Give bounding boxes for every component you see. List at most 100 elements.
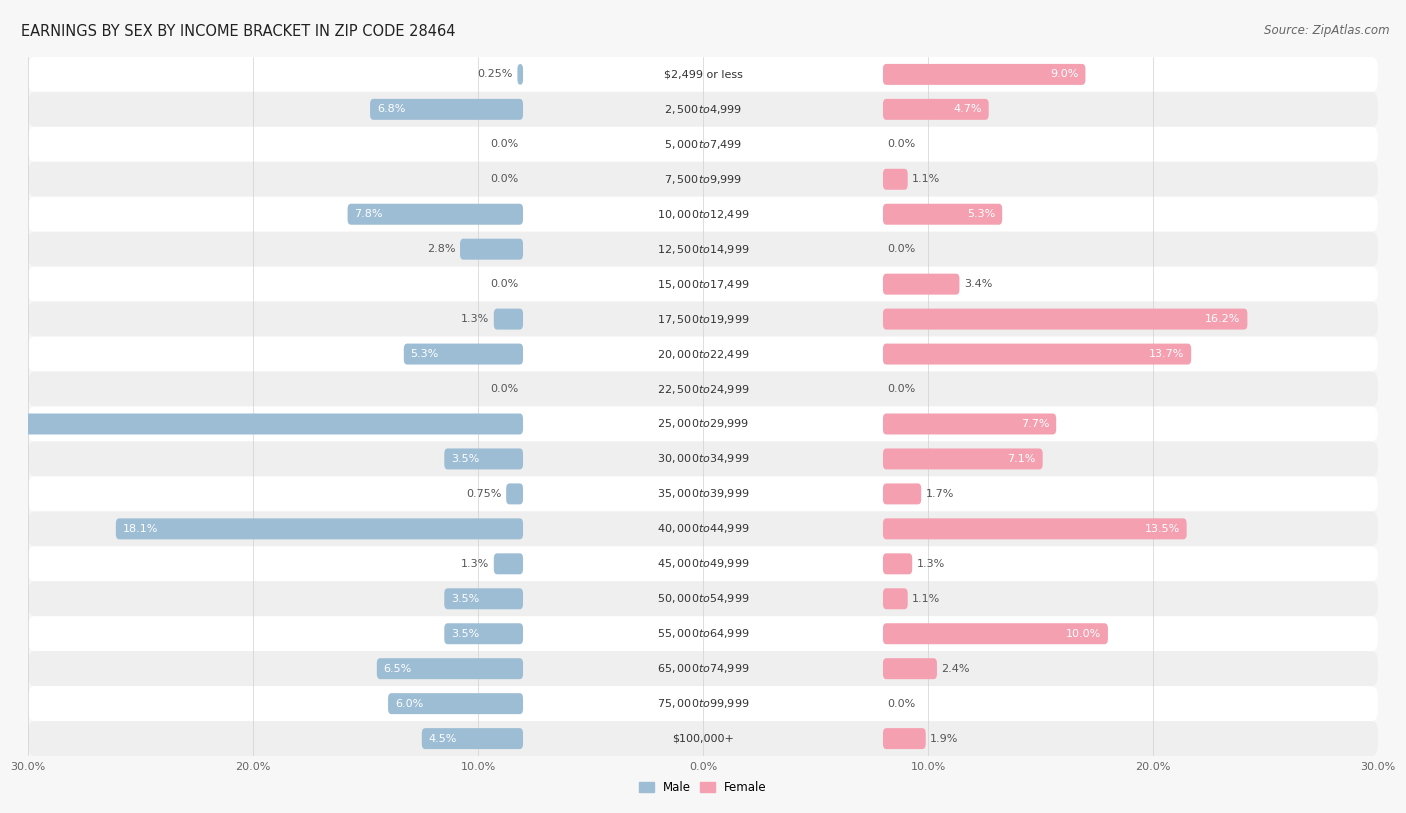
Text: $7,500 to $9,999: $7,500 to $9,999	[664, 173, 742, 185]
Text: 0.0%: 0.0%	[887, 698, 915, 709]
Text: 1.7%: 1.7%	[925, 489, 955, 499]
Text: $5,000 to $7,499: $5,000 to $7,499	[664, 138, 742, 150]
Text: 2.8%: 2.8%	[427, 244, 456, 254]
FancyBboxPatch shape	[28, 546, 1378, 581]
FancyBboxPatch shape	[883, 414, 1056, 434]
FancyBboxPatch shape	[506, 484, 523, 504]
Text: 5.3%: 5.3%	[967, 209, 995, 220]
Text: Source: ZipAtlas.com: Source: ZipAtlas.com	[1264, 24, 1389, 37]
Text: $30,000 to $34,999: $30,000 to $34,999	[657, 453, 749, 465]
Text: 0.0%: 0.0%	[887, 139, 915, 150]
FancyBboxPatch shape	[883, 64, 1085, 85]
FancyBboxPatch shape	[115, 519, 523, 539]
FancyBboxPatch shape	[404, 344, 523, 364]
Text: $45,000 to $49,999: $45,000 to $49,999	[657, 558, 749, 570]
FancyBboxPatch shape	[28, 302, 1378, 337]
Text: EARNINGS BY SEX BY INCOME BRACKET IN ZIP CODE 28464: EARNINGS BY SEX BY INCOME BRACKET IN ZIP…	[21, 24, 456, 39]
FancyBboxPatch shape	[444, 624, 523, 644]
Text: 3.5%: 3.5%	[451, 593, 479, 604]
FancyBboxPatch shape	[388, 693, 523, 714]
FancyBboxPatch shape	[883, 728, 925, 749]
FancyBboxPatch shape	[883, 99, 988, 120]
Text: 4.7%: 4.7%	[953, 104, 981, 115]
FancyBboxPatch shape	[0, 414, 523, 434]
Text: 1.3%: 1.3%	[461, 559, 489, 569]
Text: 3.5%: 3.5%	[451, 454, 479, 464]
Text: $17,500 to $19,999: $17,500 to $19,999	[657, 313, 749, 325]
Text: $50,000 to $54,999: $50,000 to $54,999	[657, 593, 749, 605]
Text: 7.1%: 7.1%	[1008, 454, 1036, 464]
Text: $35,000 to $39,999: $35,000 to $39,999	[657, 488, 749, 500]
Text: 1.3%: 1.3%	[461, 314, 489, 324]
FancyBboxPatch shape	[28, 197, 1378, 232]
FancyBboxPatch shape	[28, 581, 1378, 616]
Text: 3.4%: 3.4%	[965, 279, 993, 289]
FancyBboxPatch shape	[883, 484, 921, 504]
FancyBboxPatch shape	[28, 616, 1378, 651]
Text: 6.5%: 6.5%	[384, 663, 412, 674]
Text: 13.5%: 13.5%	[1144, 524, 1180, 534]
FancyBboxPatch shape	[444, 589, 523, 609]
FancyBboxPatch shape	[28, 127, 1378, 162]
FancyBboxPatch shape	[883, 449, 1043, 469]
FancyBboxPatch shape	[422, 728, 523, 749]
Text: 1.1%: 1.1%	[912, 174, 941, 185]
FancyBboxPatch shape	[28, 57, 1378, 92]
Text: $55,000 to $64,999: $55,000 to $64,999	[657, 628, 749, 640]
FancyBboxPatch shape	[494, 309, 523, 329]
FancyBboxPatch shape	[28, 232, 1378, 267]
FancyBboxPatch shape	[883, 274, 959, 294]
Text: 1.9%: 1.9%	[931, 733, 959, 744]
FancyBboxPatch shape	[883, 344, 1191, 364]
Text: 5.3%: 5.3%	[411, 349, 439, 359]
Text: 13.7%: 13.7%	[1149, 349, 1184, 359]
Text: $2,499 or less: $2,499 or less	[664, 69, 742, 80]
Text: $25,000 to $29,999: $25,000 to $29,999	[657, 418, 749, 430]
Legend: Male, Female: Male, Female	[634, 776, 772, 799]
FancyBboxPatch shape	[883, 624, 1108, 644]
Text: 1.3%: 1.3%	[917, 559, 945, 569]
FancyBboxPatch shape	[883, 309, 1247, 329]
Text: 18.1%: 18.1%	[122, 524, 157, 534]
FancyBboxPatch shape	[494, 554, 523, 574]
Text: 0.0%: 0.0%	[491, 139, 519, 150]
Text: 16.2%: 16.2%	[1205, 314, 1240, 324]
Text: 10.0%: 10.0%	[1066, 628, 1101, 639]
Text: 0.0%: 0.0%	[887, 384, 915, 394]
FancyBboxPatch shape	[28, 476, 1378, 511]
FancyBboxPatch shape	[28, 721, 1378, 756]
Text: 6.0%: 6.0%	[395, 698, 423, 709]
FancyBboxPatch shape	[517, 64, 523, 85]
Text: 1.1%: 1.1%	[912, 593, 941, 604]
Text: 7.8%: 7.8%	[354, 209, 382, 220]
Text: $22,500 to $24,999: $22,500 to $24,999	[657, 383, 749, 395]
FancyBboxPatch shape	[28, 337, 1378, 372]
FancyBboxPatch shape	[444, 449, 523, 469]
FancyBboxPatch shape	[28, 651, 1378, 686]
Text: 7.7%: 7.7%	[1021, 419, 1049, 429]
FancyBboxPatch shape	[28, 92, 1378, 127]
Text: 0.75%: 0.75%	[467, 489, 502, 499]
FancyBboxPatch shape	[883, 659, 936, 679]
Text: 0.0%: 0.0%	[491, 279, 519, 289]
Text: 0.0%: 0.0%	[887, 244, 915, 254]
Text: 2.4%: 2.4%	[942, 663, 970, 674]
Text: 0.0%: 0.0%	[491, 174, 519, 185]
Text: 0.25%: 0.25%	[478, 69, 513, 80]
Text: 6.8%: 6.8%	[377, 104, 405, 115]
FancyBboxPatch shape	[883, 204, 1002, 224]
Text: 0.0%: 0.0%	[491, 384, 519, 394]
FancyBboxPatch shape	[28, 372, 1378, 406]
FancyBboxPatch shape	[347, 204, 523, 224]
Text: 3.5%: 3.5%	[451, 628, 479, 639]
FancyBboxPatch shape	[28, 406, 1378, 441]
Text: $75,000 to $99,999: $75,000 to $99,999	[657, 698, 749, 710]
FancyBboxPatch shape	[883, 519, 1187, 539]
FancyBboxPatch shape	[28, 686, 1378, 721]
FancyBboxPatch shape	[460, 239, 523, 259]
Text: $12,500 to $14,999: $12,500 to $14,999	[657, 243, 749, 255]
FancyBboxPatch shape	[28, 162, 1378, 197]
Text: 9.0%: 9.0%	[1050, 69, 1078, 80]
Text: $15,000 to $17,499: $15,000 to $17,499	[657, 278, 749, 290]
Text: $10,000 to $12,499: $10,000 to $12,499	[657, 208, 749, 220]
